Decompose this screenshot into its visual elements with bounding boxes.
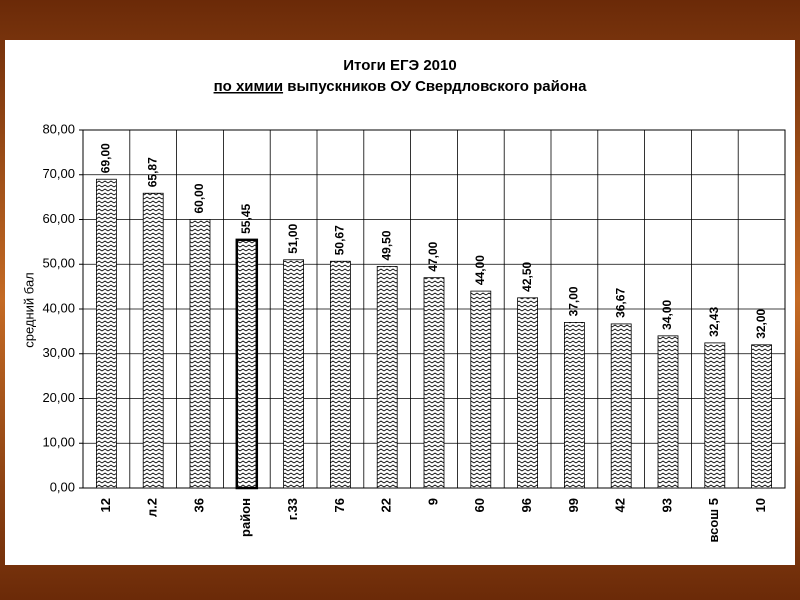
y-tick-label: 70,00 [42, 166, 75, 181]
bar [751, 344, 772, 489]
bar [470, 290, 492, 489]
x-tick-label: 96 [519, 498, 534, 512]
y-tick-label: 40,00 [42, 300, 75, 315]
value-label: 32,00 [754, 308, 768, 338]
value-label: 49,50 [379, 230, 393, 260]
subtitle-part: выпускников ОУ Свердловского района [287, 78, 587, 95]
value-label: 44,00 [473, 255, 487, 285]
x-tick-label: 12 [98, 498, 113, 512]
chart-title: Итоги ЕГЭ 2010 [343, 57, 456, 74]
value-label: 55,45 [239, 204, 253, 234]
x-tick-label: 36 [191, 498, 206, 512]
value-label: 42,50 [520, 261, 534, 291]
bar [96, 178, 117, 489]
x-tick-label: 42 [613, 498, 628, 512]
x-tick-label: 93 [659, 498, 674, 512]
bar [423, 277, 445, 489]
bar [376, 266, 398, 489]
value-label: 51,00 [286, 223, 300, 253]
y-tick-label: 30,00 [42, 345, 75, 360]
value-label: 69,00 [99, 143, 113, 173]
bar [283, 259, 305, 489]
y-axis-label: средний бал [21, 272, 36, 348]
y-tick-label: 60,00 [42, 211, 75, 226]
y-tick-label: 80,00 [42, 121, 75, 136]
value-label: 32,43 [707, 307, 721, 337]
x-tick-label: 10 [753, 498, 768, 512]
x-tick-label: район [238, 498, 253, 537]
y-tick-label: 0,00 [50, 479, 75, 494]
bar [517, 297, 538, 489]
value-label: 36,67 [613, 288, 627, 318]
y-tick-label: 50,00 [42, 256, 75, 271]
x-tick-label: 9 [425, 498, 440, 505]
bar [235, 238, 259, 490]
value-label: 60,00 [192, 183, 206, 213]
bar [657, 335, 679, 489]
chart-subtitle: по химии выпускников ОУ Свердловского ра… [214, 78, 588, 95]
bar [142, 192, 164, 489]
bar [610, 323, 632, 489]
bar [189, 219, 211, 489]
y-tick-label: 20,00 [42, 390, 75, 405]
bar [564, 322, 585, 489]
value-label: 37,00 [567, 286, 581, 316]
value-label: 50,67 [333, 225, 347, 255]
x-tick-label: 99 [566, 498, 581, 512]
x-tick-label: л.2 [145, 498, 160, 517]
y-tick-label: 10,00 [42, 435, 75, 450]
x-tick-label: 22 [379, 498, 394, 512]
x-tick-label: 76 [332, 498, 347, 512]
subtitle-part: по химии [214, 78, 284, 95]
value-label: 47,00 [426, 241, 440, 271]
value-label: 65,87 [145, 157, 159, 187]
x-tick-label: всош 5 [706, 498, 721, 543]
bar [329, 260, 351, 489]
value-label: 34,00 [660, 299, 674, 329]
x-tick-label: 60 [472, 498, 487, 512]
x-tick-label: г.33 [285, 498, 300, 520]
bar [704, 342, 726, 489]
